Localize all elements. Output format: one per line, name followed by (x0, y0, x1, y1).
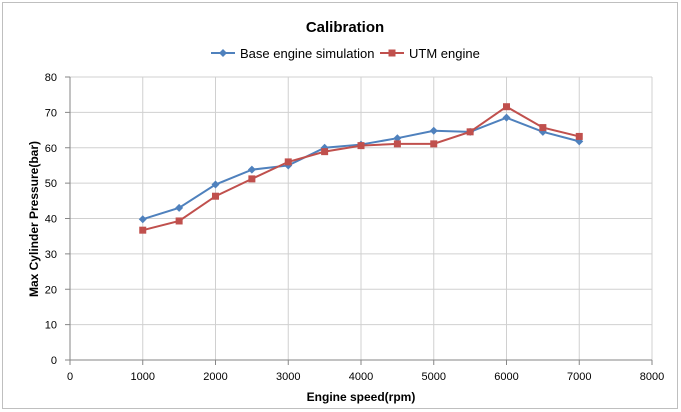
x-tick-label: 0 (67, 371, 73, 383)
y-tick-label: 60 (45, 143, 57, 155)
y-tick-label: 80 (45, 72, 57, 84)
x-tick-label: 2000 (203, 371, 227, 383)
chart-title: Calibration (306, 19, 384, 36)
x-tick-label: 3000 (276, 371, 300, 383)
data-point-square (175, 217, 183, 225)
x-tick-label: 7000 (567, 371, 591, 383)
x-tick-label: 6000 (494, 371, 518, 383)
data-point-diamond (175, 203, 184, 212)
y-tick-label: 30 (45, 249, 57, 261)
data-point-square (139, 226, 147, 234)
x-tick-label: 8000 (640, 371, 664, 383)
y-tick-label: 70 (45, 107, 57, 119)
data-point-square (248, 175, 256, 183)
legend-label: Base engine simulation (240, 46, 374, 61)
tick-labels: 0 1000 2000 3000 4000 5000 6000 7000 8000 0 10 20 30… (45, 72, 664, 383)
y-tick-label: 0 (51, 355, 57, 367)
legend: Base engine simulation UTM engine (211, 46, 480, 61)
axes (65, 76, 653, 365)
data-point-diamond (502, 113, 511, 122)
data-point-square (212, 192, 219, 200)
x-tick-label: 1000 (131, 371, 155, 383)
grid-lines (70, 76, 653, 360)
y-tick-label: 40 (45, 214, 57, 226)
legend-item-1: Base engine simulation (211, 46, 374, 61)
data-point-square (575, 132, 583, 140)
legend-label: UTM engine (409, 46, 480, 61)
data-point-square (321, 148, 329, 156)
data-point-diamond (219, 49, 227, 57)
data-point-square (284, 158, 292, 166)
y-tick-label: 50 (45, 178, 57, 190)
data-point-diamond (393, 134, 402, 143)
x-tick-label: 5000 (422, 371, 446, 383)
x-axis-label: Engine speed(rpm) (307, 390, 416, 404)
data-point-square (430, 140, 438, 148)
series-2 (139, 103, 583, 234)
data-point-diamond (247, 165, 256, 174)
y-tick-label: 20 (45, 284, 57, 296)
data-point-diamond (138, 215, 147, 224)
y-tick-label: 10 (45, 320, 57, 332)
data-point-square (539, 124, 547, 132)
data-point-square (393, 140, 401, 148)
data-point-square (388, 49, 396, 57)
y-axis-label: Max Cylinder Pressure(bar) (27, 141, 41, 297)
x-tick-label: 4000 (349, 371, 373, 383)
data-point-diamond (429, 126, 438, 135)
data-point-square (357, 142, 365, 150)
data-point-diamond (211, 180, 220, 189)
series (138, 103, 584, 234)
data-point-square (466, 128, 474, 136)
legend-item-2: UTM engine (380, 46, 480, 61)
data-point-square (503, 103, 510, 111)
